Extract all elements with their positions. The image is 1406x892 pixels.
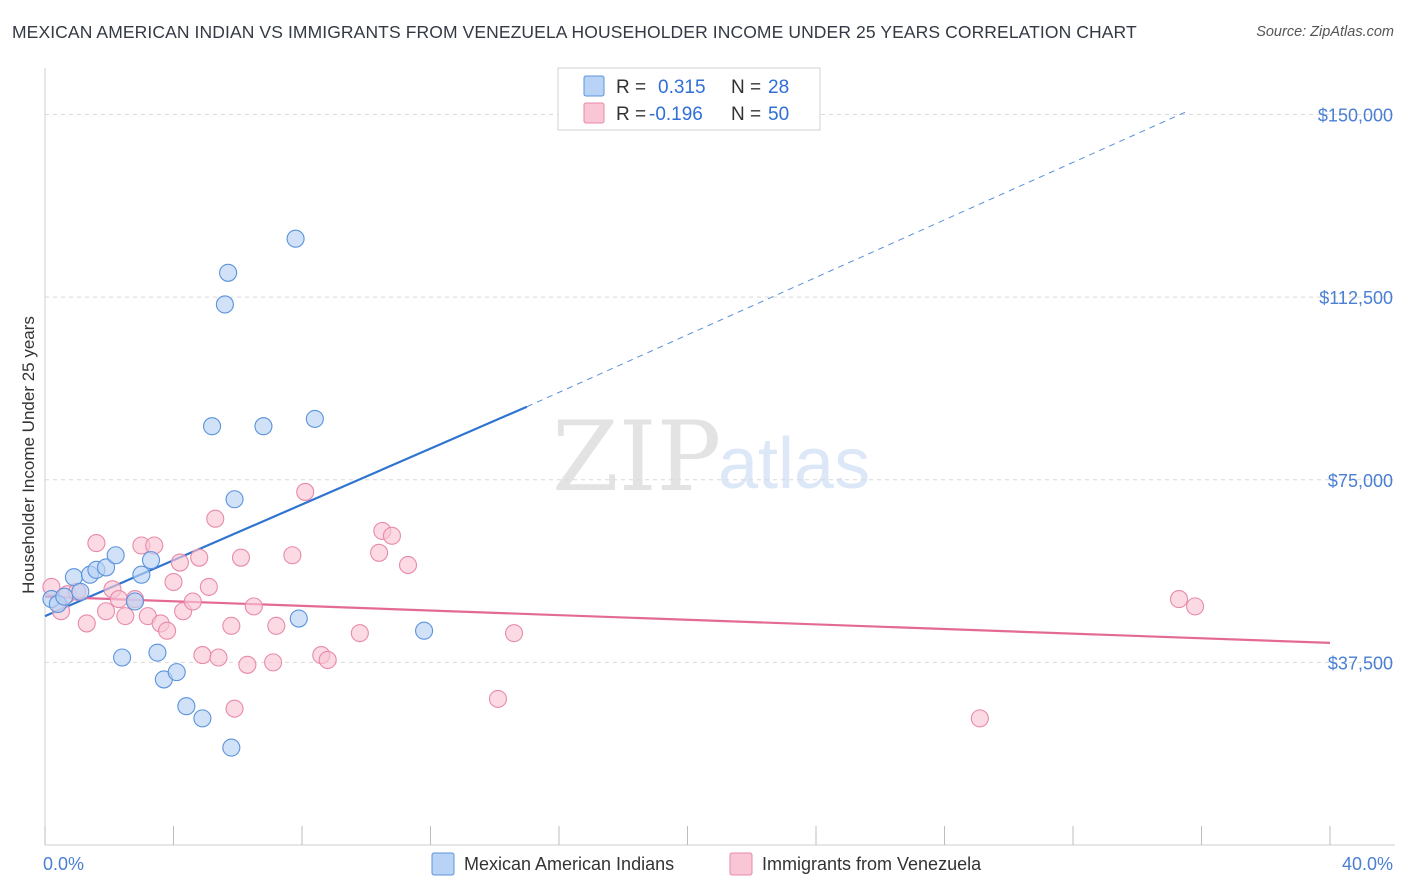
point-pink-44 xyxy=(1169,590,1189,609)
point-pink-39 xyxy=(382,526,402,545)
y-tick-label-1: $75,000 xyxy=(1328,471,1393,491)
point-pink-31 xyxy=(267,616,286,635)
point-blue-7 xyxy=(96,558,116,577)
point-blue-21 xyxy=(222,738,241,757)
point-pink-33 xyxy=(296,482,315,501)
legend-n-value-pink: 50 xyxy=(768,104,789,125)
point-blue-13 xyxy=(148,643,167,662)
legend-r-value-blue: 0.315 xyxy=(658,77,706,98)
point-blue-25 xyxy=(289,609,308,628)
x-tick-labels: 0.0% 40.0% xyxy=(43,854,1393,874)
data-points xyxy=(42,229,1205,757)
watermark: ZIP atlas xyxy=(552,401,870,513)
point-blue-27 xyxy=(415,621,434,640)
point-pink-6 xyxy=(96,602,116,621)
point-pink-9 xyxy=(116,607,135,626)
point-pink-27 xyxy=(231,548,251,567)
point-pink-29 xyxy=(244,597,263,616)
legend-swatch-blue xyxy=(583,75,605,97)
y-tick-labels: $37,500 $75,000 $112,500 $150,000 xyxy=(1318,106,1393,674)
legend-n-label-blue: N = xyxy=(731,77,761,98)
x-tick-label-0: 0.0% xyxy=(43,854,84,874)
point-blue-15 xyxy=(167,663,186,682)
point-pink-45 xyxy=(1186,597,1205,616)
point-blue-22 xyxy=(225,490,244,509)
point-pink-32 xyxy=(283,546,302,565)
point-pink-40 xyxy=(398,555,418,575)
trend-line-blue xyxy=(44,405,528,618)
point-pink-37 xyxy=(370,543,389,562)
point-pink-15 xyxy=(158,621,177,640)
point-blue-2 xyxy=(55,587,74,606)
point-pink-19 xyxy=(183,592,202,611)
point-pink-21 xyxy=(193,646,212,665)
point-pink-26 xyxy=(225,699,244,718)
chart-title: MEXICAN AMERICAN INDIAN VS IMMIGRANTS FR… xyxy=(12,22,1137,42)
watermark-zip: ZIP xyxy=(552,401,721,513)
x-tick-label-1: 40.0% xyxy=(1342,854,1393,874)
y-tick-label-2: $112,500 xyxy=(1319,288,1393,308)
point-blue-12 xyxy=(141,551,161,570)
series-label-blue: Mexican American Indians xyxy=(464,854,674,874)
trend-extension-blue xyxy=(526,111,1186,408)
point-blue-11 xyxy=(132,565,151,584)
point-blue-17 xyxy=(193,709,212,728)
point-pink-8 xyxy=(109,590,128,609)
point-blue-10 xyxy=(125,592,144,611)
point-pink-36 xyxy=(350,624,369,643)
point-pink-35 xyxy=(318,650,337,669)
y-tick-label-3: $150,000 xyxy=(1318,106,1393,126)
y-axis-label: Householder Income Under 25 years xyxy=(19,316,38,594)
point-pink-25 xyxy=(222,616,241,635)
point-pink-17 xyxy=(170,553,189,572)
point-pink-28 xyxy=(238,655,257,674)
point-pink-20 xyxy=(190,548,209,567)
point-pink-5 xyxy=(87,534,106,553)
point-blue-4 xyxy=(71,582,90,601)
point-pink-16 xyxy=(164,572,183,592)
point-blue-26 xyxy=(305,409,324,428)
legend-swatch-pink xyxy=(583,102,605,124)
point-pink-30 xyxy=(264,653,283,672)
series-legend: Mexican American Indians Immigrants from… xyxy=(431,852,982,876)
point-pink-22 xyxy=(199,577,218,596)
series-swatch-blue xyxy=(431,852,455,876)
legend-n-value-blue: 28 xyxy=(768,77,789,98)
source-credit: Source: ZipAtlas.com xyxy=(1256,24,1394,40)
gridlines xyxy=(45,114,1395,663)
point-blue-18 xyxy=(203,417,222,436)
point-pink-42 xyxy=(504,624,524,643)
point-pink-24 xyxy=(209,648,228,667)
legend-r-label-pink: R = xyxy=(616,104,646,125)
point-pink-4 xyxy=(77,614,96,633)
legend-n-label-pink: N = xyxy=(731,104,761,125)
point-blue-19 xyxy=(215,295,234,314)
point-pink-43 xyxy=(970,709,989,728)
correlation-legend: R = 0.315 N = 28 R = -0.196 N = 50 xyxy=(557,67,821,131)
point-blue-24 xyxy=(286,229,305,248)
point-blue-23 xyxy=(254,417,273,436)
axes xyxy=(44,68,1395,846)
point-pink-13 xyxy=(145,536,164,555)
point-pink-23 xyxy=(206,509,225,528)
y-tick-label-0: $37,500 xyxy=(1328,653,1393,673)
legend-r-label-blue: R = xyxy=(616,77,646,98)
series-swatch-pink xyxy=(729,852,753,876)
point-blue-9 xyxy=(113,648,132,667)
point-blue-20 xyxy=(219,263,238,282)
legend-r-value-pink: -0.196 xyxy=(649,104,703,125)
watermark-atlas: atlas xyxy=(718,424,870,504)
point-blue-8 xyxy=(106,546,125,565)
series-label-pink: Immigrants from Venezuela xyxy=(762,854,982,874)
point-blue-16 xyxy=(177,697,196,716)
point-pink-41 xyxy=(488,689,508,708)
